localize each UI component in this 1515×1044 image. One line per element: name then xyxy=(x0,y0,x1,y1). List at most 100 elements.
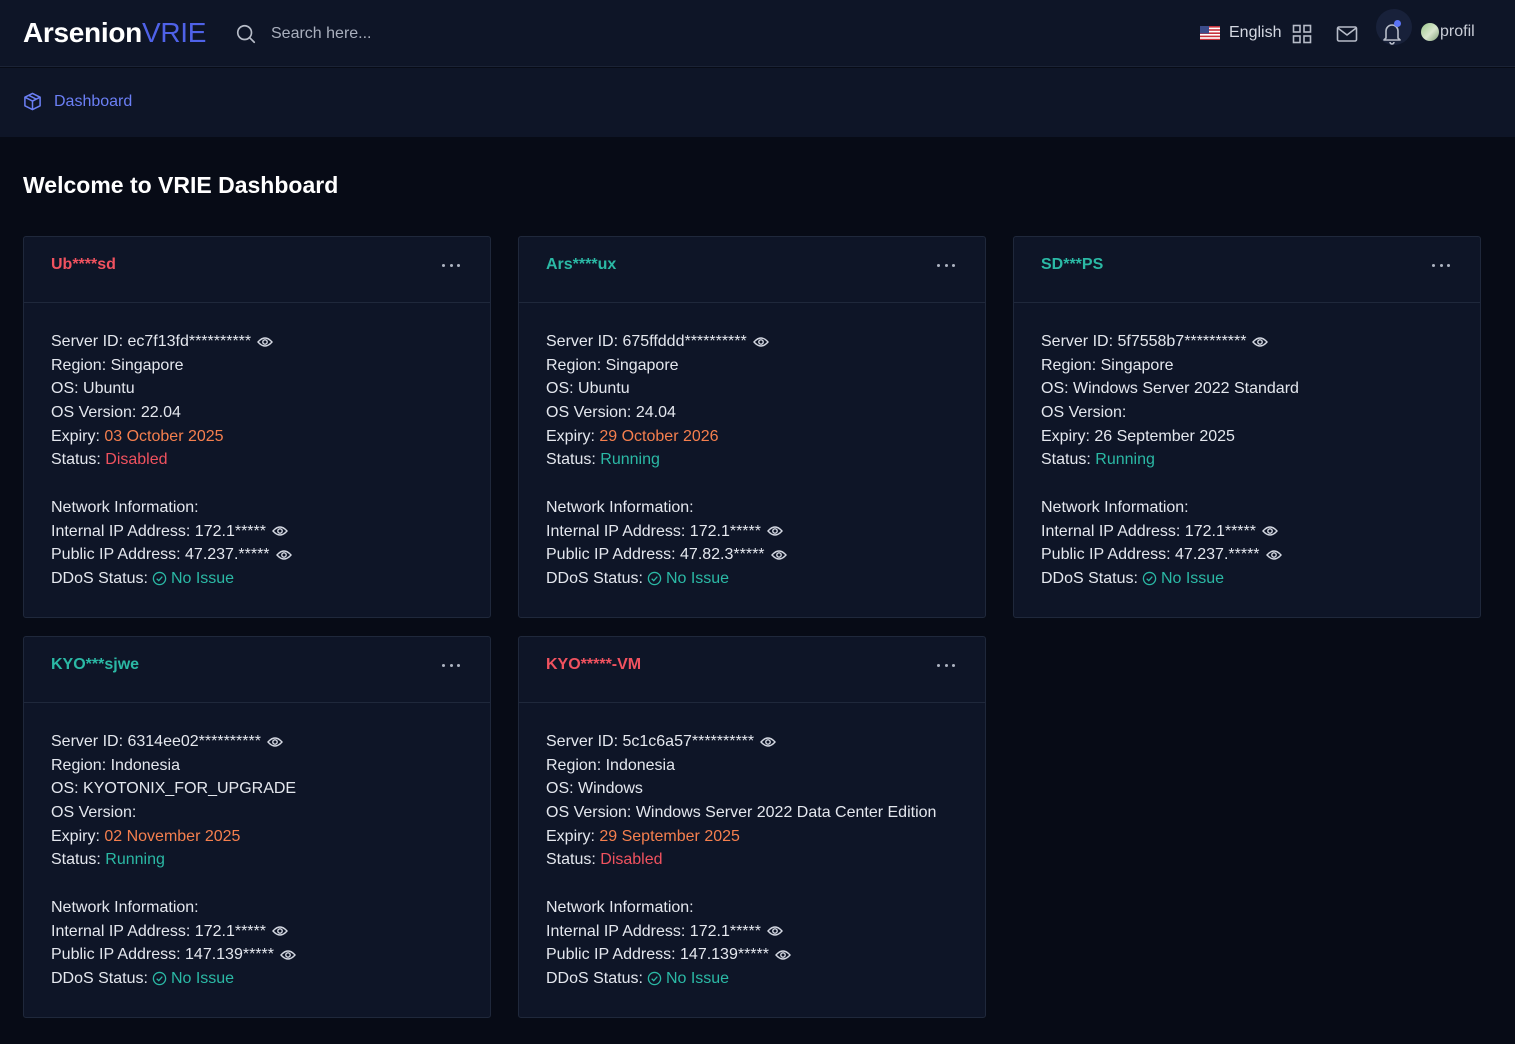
server-id-value: 6314ee02********** xyxy=(127,733,261,750)
expiry-label: Expiry: xyxy=(546,827,595,845)
region-value: Singapore xyxy=(110,356,184,374)
search-icon[interactable] xyxy=(235,23,257,45)
ddos-value: No Issue xyxy=(665,969,730,987)
more-options-icon[interactable] xyxy=(1432,256,1450,274)
internal-ip-label: Internal IP Address: xyxy=(51,922,191,940)
expiry-value: 26 September 2025 xyxy=(1094,427,1235,445)
check-circle-icon xyxy=(152,571,167,586)
eye-icon[interactable] xyxy=(767,925,783,937)
server-card: Ub****sd Server ID: ec7f13fd********** R… xyxy=(23,236,491,618)
card-header: Ars****ux xyxy=(519,237,985,303)
language-selector[interactable]: English xyxy=(1229,24,1282,41)
public-ip-label: Public IP Address: xyxy=(1041,546,1171,564)
profile-avatar[interactable]: profil xyxy=(1421,23,1475,41)
page-title: Welcome to VRIE Dashboard xyxy=(23,172,339,198)
status-label: Status: xyxy=(51,851,101,869)
public-ip-label: Public IP Address: xyxy=(546,546,676,564)
region-label: Region: xyxy=(51,356,107,374)
ddos-value: No Issue xyxy=(170,569,235,587)
status-badge: Running xyxy=(600,451,660,469)
status-badge: Disabled xyxy=(105,451,168,469)
public-ip-label: Public IP Address: xyxy=(51,546,181,564)
server-name[interactable]: KYO*****-VM xyxy=(546,656,642,673)
eye-icon[interactable] xyxy=(1262,525,1278,537)
eye-icon[interactable] xyxy=(280,949,296,961)
server-id-value: ec7f13fd********** xyxy=(127,333,252,350)
os-value: Windows Server 2022 Standard xyxy=(1073,380,1299,398)
notification-button[interactable] xyxy=(1376,9,1412,45)
internal-ip-label: Internal IP Address: xyxy=(546,522,686,540)
expiry-value: 29 October 2026 xyxy=(599,427,719,445)
eye-icon[interactable] xyxy=(752,336,769,348)
server-name[interactable]: SD***PS xyxy=(1041,256,1104,273)
region-label: Region: xyxy=(51,756,107,774)
eye-icon[interactable] xyxy=(275,549,292,561)
more-options-icon[interactable] xyxy=(937,656,955,674)
eye-icon[interactable] xyxy=(257,336,274,348)
eye-icon[interactable] xyxy=(1252,336,1269,348)
os-label: OS: xyxy=(546,380,574,398)
card-header: Ub****sd xyxy=(24,237,490,303)
server-id-label: Server ID: xyxy=(1041,333,1114,350)
more-options-icon[interactable] xyxy=(442,256,460,274)
profile-alt-text: profil xyxy=(1440,23,1475,40)
status-badge: Running xyxy=(105,851,165,869)
server-name[interactable]: Ars****ux xyxy=(546,256,617,273)
ddos-label: DDoS Status: xyxy=(546,569,643,587)
app-logo[interactable]: ArsenionVRIE xyxy=(23,15,206,51)
mail-icon[interactable] xyxy=(1336,24,1358,44)
server-card: SD***PS Server ID: 5f7558b7********** Re… xyxy=(1013,236,1481,618)
eye-icon[interactable] xyxy=(770,549,787,561)
apps-grid-icon[interactable] xyxy=(1292,24,1312,44)
logo-primary-text: Arsenion xyxy=(23,17,142,48)
card-header: KYO***sjwe xyxy=(24,637,490,703)
search-input[interactable] xyxy=(271,25,471,43)
expiry-label: Expiry: xyxy=(51,427,100,445)
server-id-value: 5f7558b7********** xyxy=(1117,333,1247,350)
status-badge: Disabled xyxy=(600,851,663,869)
more-options-icon[interactable] xyxy=(937,256,955,274)
network-label: Network Information: xyxy=(1041,498,1189,516)
internal-ip-value: 172.1***** xyxy=(689,522,761,540)
logo-secondary-text: VRIE xyxy=(141,17,207,48)
eye-icon[interactable] xyxy=(775,949,791,961)
os-version-label: OS Version: xyxy=(51,404,137,422)
ddos-label: DDoS Status: xyxy=(1041,569,1138,587)
ddos-label: DDoS Status: xyxy=(51,569,148,587)
eye-icon[interactable] xyxy=(767,525,783,537)
region-value: Singapore xyxy=(1100,356,1174,374)
card-header: KYO*****-VM xyxy=(519,637,985,703)
search-bar xyxy=(235,21,471,47)
internal-ip-label: Internal IP Address: xyxy=(51,522,191,540)
os-version-value: Windows Server 2022 Data Center Edition xyxy=(635,804,937,822)
more-options-icon[interactable] xyxy=(442,656,460,674)
os-value: Ubuntu xyxy=(578,380,630,398)
eye-icon[interactable] xyxy=(1265,549,1282,561)
breadcrumb-bar: Dashboard xyxy=(0,68,1515,137)
status-label: Status: xyxy=(1041,451,1091,469)
server-id-label: Server ID: xyxy=(546,333,619,350)
region-value: Indonesia xyxy=(605,756,675,774)
internal-ip-value: 172.1***** xyxy=(689,922,761,940)
server-name[interactable]: Ub****sd xyxy=(51,256,116,273)
eye-icon[interactable] xyxy=(272,925,288,937)
status-label: Status: xyxy=(546,451,596,469)
breadcrumb[interactable]: Dashboard xyxy=(23,92,132,111)
eye-icon[interactable] xyxy=(266,736,283,748)
network-label: Network Information: xyxy=(51,898,199,916)
ddos-label: DDoS Status: xyxy=(546,969,643,987)
region-value: Indonesia xyxy=(110,756,180,774)
eye-icon[interactable] xyxy=(272,525,288,537)
eye-icon[interactable] xyxy=(760,736,777,748)
os-label: OS: xyxy=(1041,380,1069,398)
public-ip-value: 47.237.***** xyxy=(1175,546,1260,564)
public-ip-value: 47.82.3***** xyxy=(680,546,765,564)
public-ip-label: Public IP Address: xyxy=(546,946,676,964)
expiry-value: 29 September 2025 xyxy=(599,827,740,845)
server-name[interactable]: KYO***sjwe xyxy=(51,656,140,673)
os-version-label: OS Version: xyxy=(546,804,632,822)
us-flag-icon[interactable] xyxy=(1200,26,1220,40)
card-body: Server ID: 675ffddd********** Region: Si… xyxy=(546,330,787,591)
region-value: Singapore xyxy=(605,356,679,374)
check-circle-icon xyxy=(1142,571,1157,586)
